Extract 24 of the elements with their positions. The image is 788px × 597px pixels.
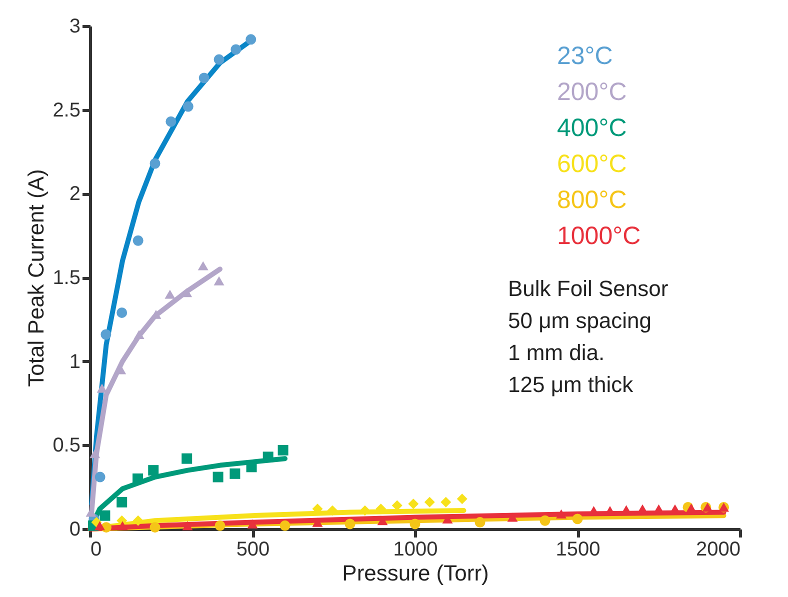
annotation: 50 μm spacing	[508, 308, 652, 333]
x-tick-label: 500	[236, 538, 270, 560]
text: 600°C	[557, 150, 627, 178]
annotation: Bulk Foil Sensor	[508, 276, 668, 301]
y-tick-label: 2	[69, 183, 80, 206]
annotation: 1 mm dia.	[508, 340, 605, 365]
y-tick-label: 3	[69, 16, 80, 38]
text: 200°C	[557, 78, 627, 106]
text: 800°C	[557, 186, 627, 214]
text: 400°C	[557, 114, 627, 142]
y-tick-label: 1	[69, 350, 80, 373]
x-tick-label: 2000	[696, 538, 740, 560]
y-tick-label: 1.5	[52, 267, 80, 289]
y-tick-label: 0	[69, 518, 80, 540]
x-tick-label: 0	[90, 538, 102, 560]
x-tick-label: 1500	[556, 538, 600, 560]
text: 23°C	[557, 42, 613, 70]
x-tick-label: 1000	[393, 538, 438, 560]
y-axis-title: Total Peak Current (A)	[24, 169, 49, 387]
x-axis-title: Pressure (Torr)	[342, 560, 489, 586]
text: 1000°C	[557, 222, 641, 250]
y-tick-label: 2.5	[52, 99, 80, 122]
annotation: 125 μm thick	[508, 372, 634, 397]
y-tick-label: 0.5	[52, 434, 80, 457]
